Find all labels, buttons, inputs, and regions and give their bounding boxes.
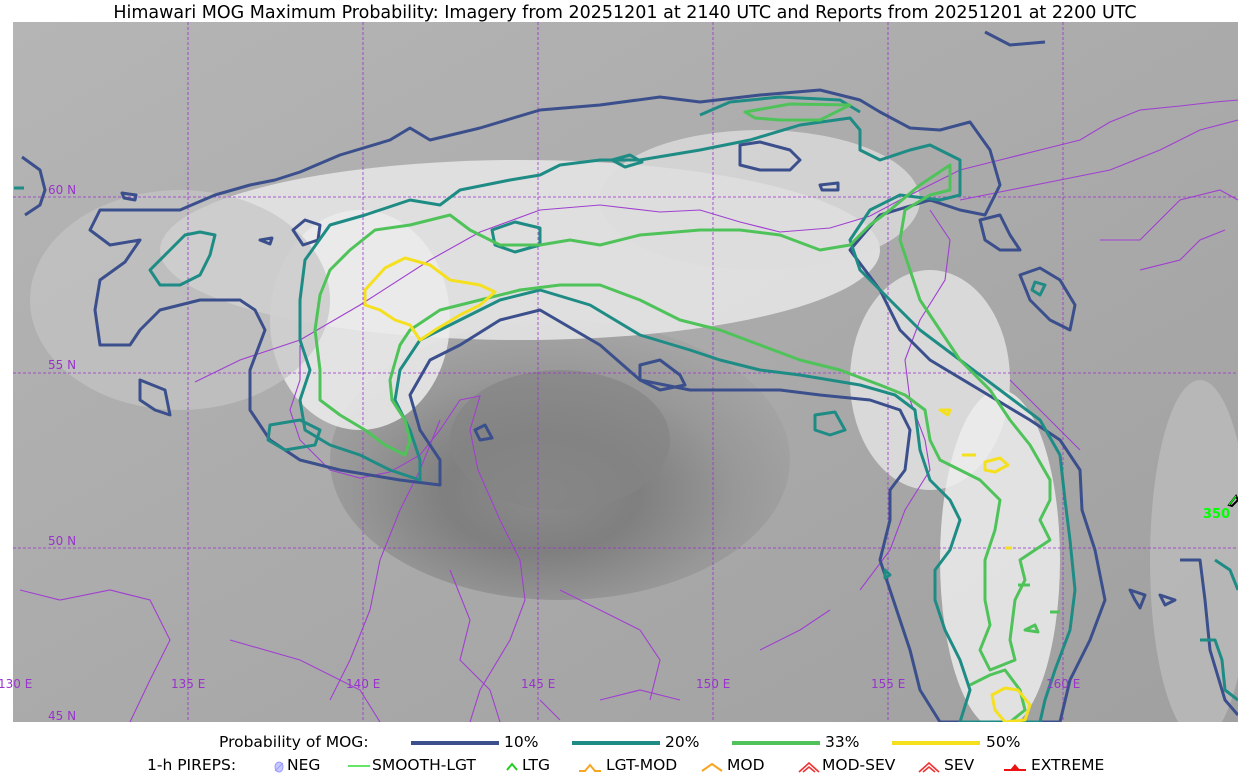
pirep-label-neg: NEG (287, 756, 321, 774)
contour-10-percent (21, 30, 1238, 722)
lat-label-45: 45 N (48, 709, 76, 723)
lon-label-130: 130 E (0, 677, 32, 691)
contour-50-percent (363, 256, 1032, 722)
line-icon (348, 765, 370, 767)
lat-label-60: 60 N (48, 183, 76, 197)
hat-icon (579, 763, 601, 772)
legend-label-50-percent: 50% (986, 733, 1021, 751)
caret-icon (701, 762, 723, 772)
lon-label-140: 140 E (346, 677, 380, 691)
lon-label-160: 160 E (1046, 677, 1080, 691)
double-caret-icon (918, 761, 940, 773)
swatch-33-percent (732, 741, 820, 745)
contour-33-percent (313, 102, 1060, 722)
neg-icon (274, 761, 284, 773)
lon-label-150: 150 E (696, 677, 730, 691)
pirep-label-extreme: EXTREME (1031, 756, 1105, 774)
map-title: Himawari MOG Maximum Probability: Imager… (113, 3, 1137, 23)
pirep-legend-title: 1-h PIREPS: (147, 756, 237, 774)
contour-20-percent (14, 95, 1238, 722)
probability-legend: Probability of MOG: 10% 20% 33% 50% (0, 733, 1250, 753)
lon-label-135: 135 E (171, 677, 205, 691)
pirep-label-lgt-mod: LGT-MOD (606, 756, 678, 774)
lon-label-155: 155 E (871, 677, 905, 691)
pirep-label-mod: MOD (727, 756, 765, 774)
pirep-label-ltg: LTG (522, 756, 550, 774)
graticule (13, 22, 1238, 722)
lon-label-145: 145 E (521, 677, 555, 691)
chevron-icon (506, 762, 518, 771)
lat-label-50: 50 N (48, 534, 76, 548)
satellite-imagery (13, 22, 1238, 722)
swatch-10-percent (411, 741, 499, 745)
double-caret-icon (798, 761, 820, 773)
lat-label-55: 55 N (48, 358, 76, 372)
legend-label-20-percent: 20% (665, 733, 700, 751)
pirep-altitude-label: 350 (1203, 507, 1230, 522)
swatch-50-percent (892, 741, 980, 745)
swatch-20-percent (572, 741, 660, 745)
legend-label-33-percent: 33% (825, 733, 860, 751)
filled-hat-icon (1004, 764, 1026, 771)
pirep-label-mod-sev: MOD-SEV (822, 756, 896, 774)
pirep-label-smooth-lgt: SMOOTH-LGT (372, 756, 476, 774)
pirep-marker-ltg[interactable] (1227, 494, 1238, 508)
legend-label-10-percent: 10% (504, 733, 539, 751)
pirep-label-sev: SEV (944, 756, 975, 774)
pirep-legend: 1-h PIREPS: NEG SMOOTH-LGT LTG LGT-MOD M… (0, 756, 1250, 776)
probability-legend-title: Probability of MOG: (219, 733, 369, 751)
